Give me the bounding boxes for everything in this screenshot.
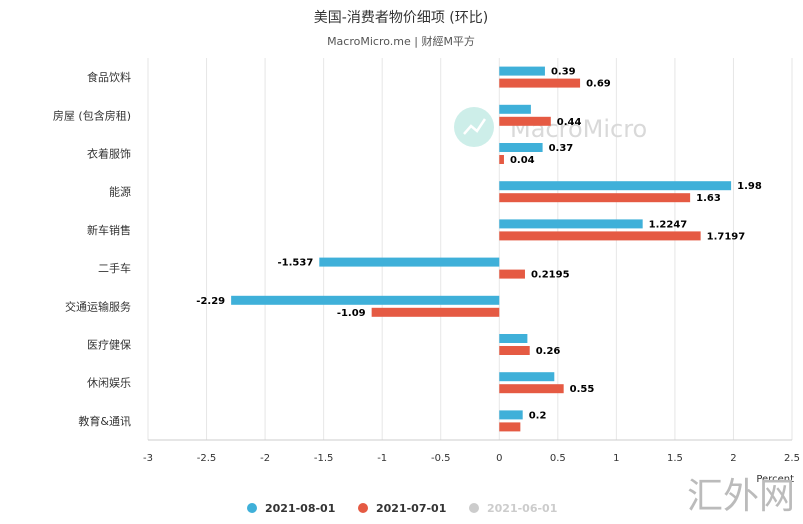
data-label: 0.55 [570, 384, 595, 395]
x-tick-label: -0.5 [431, 453, 451, 464]
bar[interactable] [499, 410, 523, 420]
category-label: 教育&通讯 [78, 414, 131, 428]
x-tick-label: 0.5 [550, 453, 566, 464]
x-axis-ticks: -3 -2.5 -2 -1.5 -1 -0.5 0 0.5 1 1.5 2 2.5 [143, 453, 800, 464]
grid [147, 58, 793, 441]
bar[interactable] [499, 422, 521, 432]
data-label: 0.69 [586, 79, 611, 90]
legend-item-label[interactable]: 2021-07-01 [376, 502, 446, 515]
x-axis-title: Percent [756, 474, 794, 485]
bar[interactable] [499, 78, 581, 88]
data-label: 0.37 [549, 143, 574, 154]
bar[interactable] [499, 104, 531, 114]
x-tick-label: 1.5 [667, 453, 683, 464]
bar[interactable] [319, 257, 500, 267]
legend-item-label[interactable]: 2021-06-01 [487, 502, 557, 515]
bar[interactable] [499, 219, 643, 229]
category-label: 新车销售 [87, 223, 131, 237]
bar[interactable] [499, 155, 504, 164]
chart-title: 美国-消费者物价细项 (环比) [314, 10, 488, 26]
data-label: 0.26 [536, 346, 561, 357]
bar[interactable] [499, 334, 528, 343]
x-tick-label: 2.5 [784, 453, 800, 464]
x-tick-label: 2 [730, 453, 736, 464]
x-tick-label: 1 [613, 453, 619, 464]
category-label: 能源 [109, 185, 131, 199]
data-label: 0.2195 [531, 270, 570, 281]
bar[interactable] [499, 116, 551, 126]
watermark: MacroMicro [454, 107, 647, 147]
category-label: 交通运输服务 [65, 299, 131, 313]
bar[interactable] [499, 181, 732, 191]
legend-marker[interactable] [358, 503, 368, 513]
data-label: 1.7197 [707, 231, 746, 242]
bar[interactable] [499, 384, 564, 394]
category-label: 二手车 [98, 261, 131, 275]
data-label: 0.39 [551, 67, 576, 78]
bar[interactable] [499, 269, 525, 279]
category-label: 医疗健保 [87, 338, 131, 352]
category-label: 休闲娱乐 [87, 376, 131, 390]
bar[interactable] [499, 143, 543, 152]
bar[interactable] [499, 346, 530, 355]
legend-marker[interactable] [469, 503, 479, 513]
corner-watermark: 汇外网 [687, 476, 795, 517]
chart-subtitle: MacroMicro.me | 财經M平方 [327, 34, 475, 48]
legend: 2021-08-01 2021-07-01 2021-06-01 [247, 502, 557, 515]
x-tick-label: 0 [496, 453, 502, 464]
x-tick-label: -1 [377, 453, 387, 464]
data-label: 1.2247 [649, 219, 688, 230]
data-label: 0.44 [557, 117, 582, 128]
data-labels: 0.39 0.69 0.44 0.37 0.04 1.98 1.63 1.2247 1.7197… [196, 67, 762, 422]
bar[interactable] [499, 193, 691, 203]
bar[interactable] [499, 231, 701, 241]
bars [231, 66, 732, 432]
category-label: 房屋 (包含房租) [53, 108, 131, 122]
data-label: 1.63 [696, 193, 721, 204]
data-label: 0.04 [510, 155, 535, 166]
category-label: 衣着服饰 [87, 147, 131, 161]
x-tick-label: -2 [260, 453, 270, 464]
data-label: 0.2 [529, 410, 547, 421]
data-label: -2.29 [196, 296, 225, 307]
data-label: -1.09 [337, 308, 366, 319]
bar[interactable] [371, 307, 500, 317]
category-label: 食品饮料 [87, 70, 131, 84]
legend-marker[interactable] [247, 503, 257, 513]
x-tick-label: -2.5 [197, 453, 217, 464]
watermark-trend-icon [463, 118, 487, 135]
bar[interactable] [499, 66, 545, 76]
legend-item-label[interactable]: 2021-08-01 [265, 502, 335, 515]
data-label: 1.98 [737, 181, 762, 192]
x-tick-label: -3 [143, 453, 153, 464]
x-tick-label: -1.5 [314, 453, 334, 464]
data-label: -1.537 [278, 258, 314, 269]
bar[interactable] [499, 372, 555, 382]
bar[interactable] [231, 295, 500, 305]
